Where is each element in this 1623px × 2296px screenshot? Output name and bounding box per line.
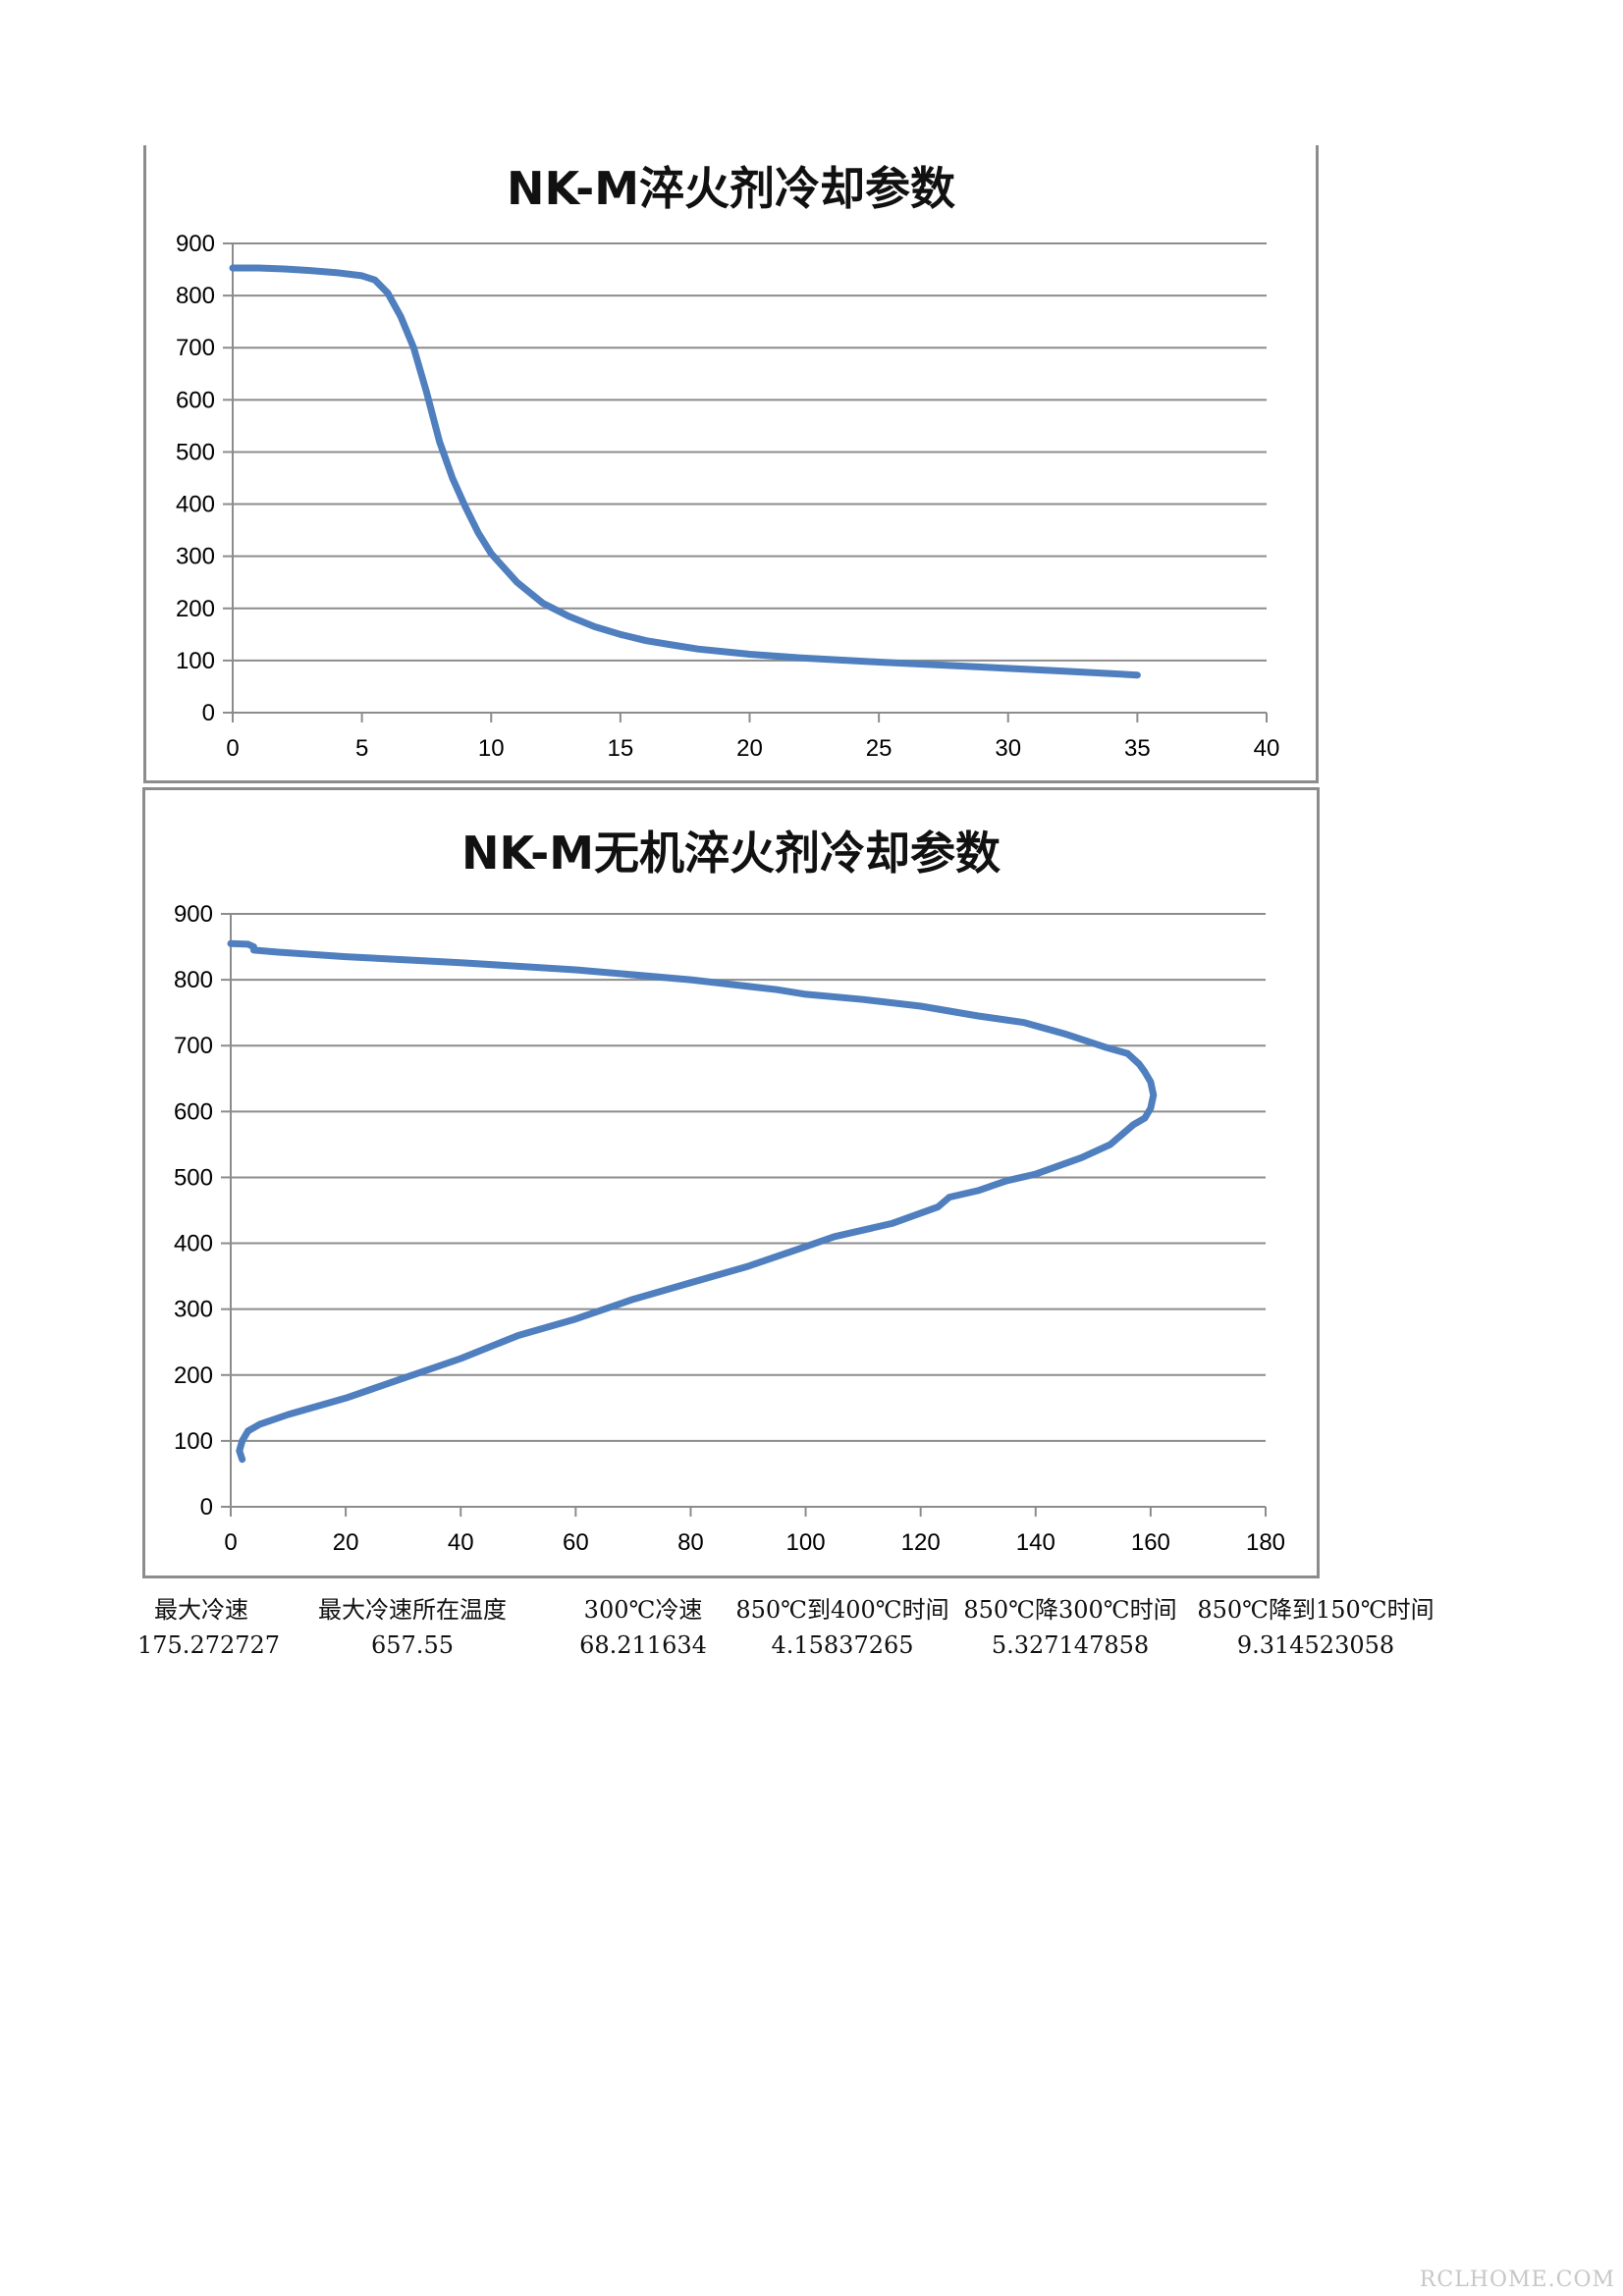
- stat-label: 850℃降300℃时间: [963, 1596, 1177, 1624]
- y-tick-label: 500: [174, 1164, 213, 1191]
- stat-column: 850℃降到150℃时间 9.314523058: [1188, 1592, 1443, 1663]
- x-tick-label: 15: [608, 735, 634, 762]
- watermark: RCLHOME.COM: [1419, 2268, 1615, 2292]
- stat-column: 850℃降300℃时间 5.327147858: [957, 1592, 1183, 1663]
- x-tick-label: 25: [866, 735, 893, 762]
- stat-value: 175.272727: [137, 1631, 281, 1659]
- x-tick-label: 10: [478, 735, 505, 762]
- x-tick-label: 140: [1016, 1529, 1055, 1556]
- y-tick-label: 700: [174, 1033, 213, 1059]
- series-line: [227, 939, 1158, 1464]
- x-tick-label: 160: [1131, 1529, 1170, 1556]
- stat-column: 最大冷速 175.272727: [137, 1592, 281, 1663]
- stat-label: 最大冷速: [154, 1596, 248, 1624]
- x-tick-label: 180: [1246, 1529, 1285, 1556]
- y-tick-label: 300: [176, 544, 215, 570]
- chart-title: NK-M淬火剂冷却参数: [506, 162, 955, 215]
- y-tick-label: 800: [174, 967, 213, 993]
- y-tick-label: 500: [176, 439, 215, 465]
- y-tick-label: 600: [176, 387, 215, 413]
- series-line: [229, 264, 1141, 679]
- chart-panel-1: NK-M淬火剂冷却参数 0 100 200 300 400 500 600 700 800 900…: [143, 145, 1319, 783]
- x-tick-label: 40: [448, 1529, 474, 1556]
- x-tick-label: 35: [1124, 735, 1151, 762]
- chart-svg-1: 0 100 200 300 400 500 600 700 800 900 0 5 10 15 20 25 30…: [176, 231, 1280, 762]
- stat-value: 68.211634: [579, 1631, 707, 1659]
- y-tick-label: 200: [176, 596, 215, 622]
- x-tick-label: 20: [736, 735, 763, 762]
- y-tick-label: 800: [176, 283, 215, 309]
- y-tick-label: 400: [174, 1231, 213, 1257]
- stat-label: 最大冷速所在温度: [318, 1596, 507, 1624]
- stat-value: 5.327147858: [991, 1631, 1150, 1659]
- stat-column: 300℃冷速 68.211634: [560, 1592, 727, 1663]
- y-tick-label: 0: [202, 700, 215, 726]
- stat-value: 657.55: [371, 1631, 454, 1659]
- y-tick-label: 0: [200, 1494, 213, 1521]
- y-tick-label: 200: [174, 1362, 213, 1389]
- stat-column: 最大冷速所在温度 657.55: [304, 1592, 520, 1663]
- y-tick-label: 300: [174, 1297, 213, 1323]
- x-tick-label: 0: [224, 1529, 237, 1556]
- stat-value: 9.314523058: [1236, 1631, 1395, 1659]
- y-tick-label: 400: [176, 492, 215, 518]
- x-tick-label: 5: [355, 735, 368, 762]
- y-tick-label: 900: [174, 901, 213, 928]
- x-tick-label: 100: [786, 1529, 826, 1556]
- y-tick-label: 600: [174, 1098, 213, 1125]
- x-tick-label: 80: [677, 1529, 704, 1556]
- stat-label: 850℃降到150℃时间: [1197, 1596, 1434, 1624]
- y-tick-label: 900: [176, 231, 215, 257]
- y-tick-label: 700: [176, 335, 215, 361]
- y-tick-label: 100: [176, 648, 215, 674]
- x-tick-label: 20: [333, 1529, 359, 1556]
- x-tick-label: 30: [995, 735, 1021, 762]
- y-tick-label: 100: [174, 1428, 213, 1455]
- stat-column: 850℃到400℃时间 4.15837265: [734, 1592, 950, 1663]
- x-tick-label: 0: [226, 735, 239, 762]
- chart-title: NK-M无机淬火剂冷却参数: [460, 827, 1001, 880]
- chart-panel-2: NK-M无机淬火剂冷却参数 0 100 200 300 400 500 600 700 800 9…: [142, 787, 1320, 1578]
- x-tick-label: 40: [1254, 735, 1280, 762]
- stat-value: 4.15837265: [771, 1631, 914, 1659]
- stat-label: 850℃到400℃时间: [735, 1596, 949, 1624]
- x-tick-label: 120: [901, 1529, 941, 1556]
- x-tick-label: 60: [563, 1529, 589, 1556]
- stat-label: 300℃冷速: [583, 1596, 703, 1624]
- chart-svg-2: 0 100 200 300 400 500 600 700 800 900 0 20 40 60 80 100…: [174, 901, 1285, 1556]
